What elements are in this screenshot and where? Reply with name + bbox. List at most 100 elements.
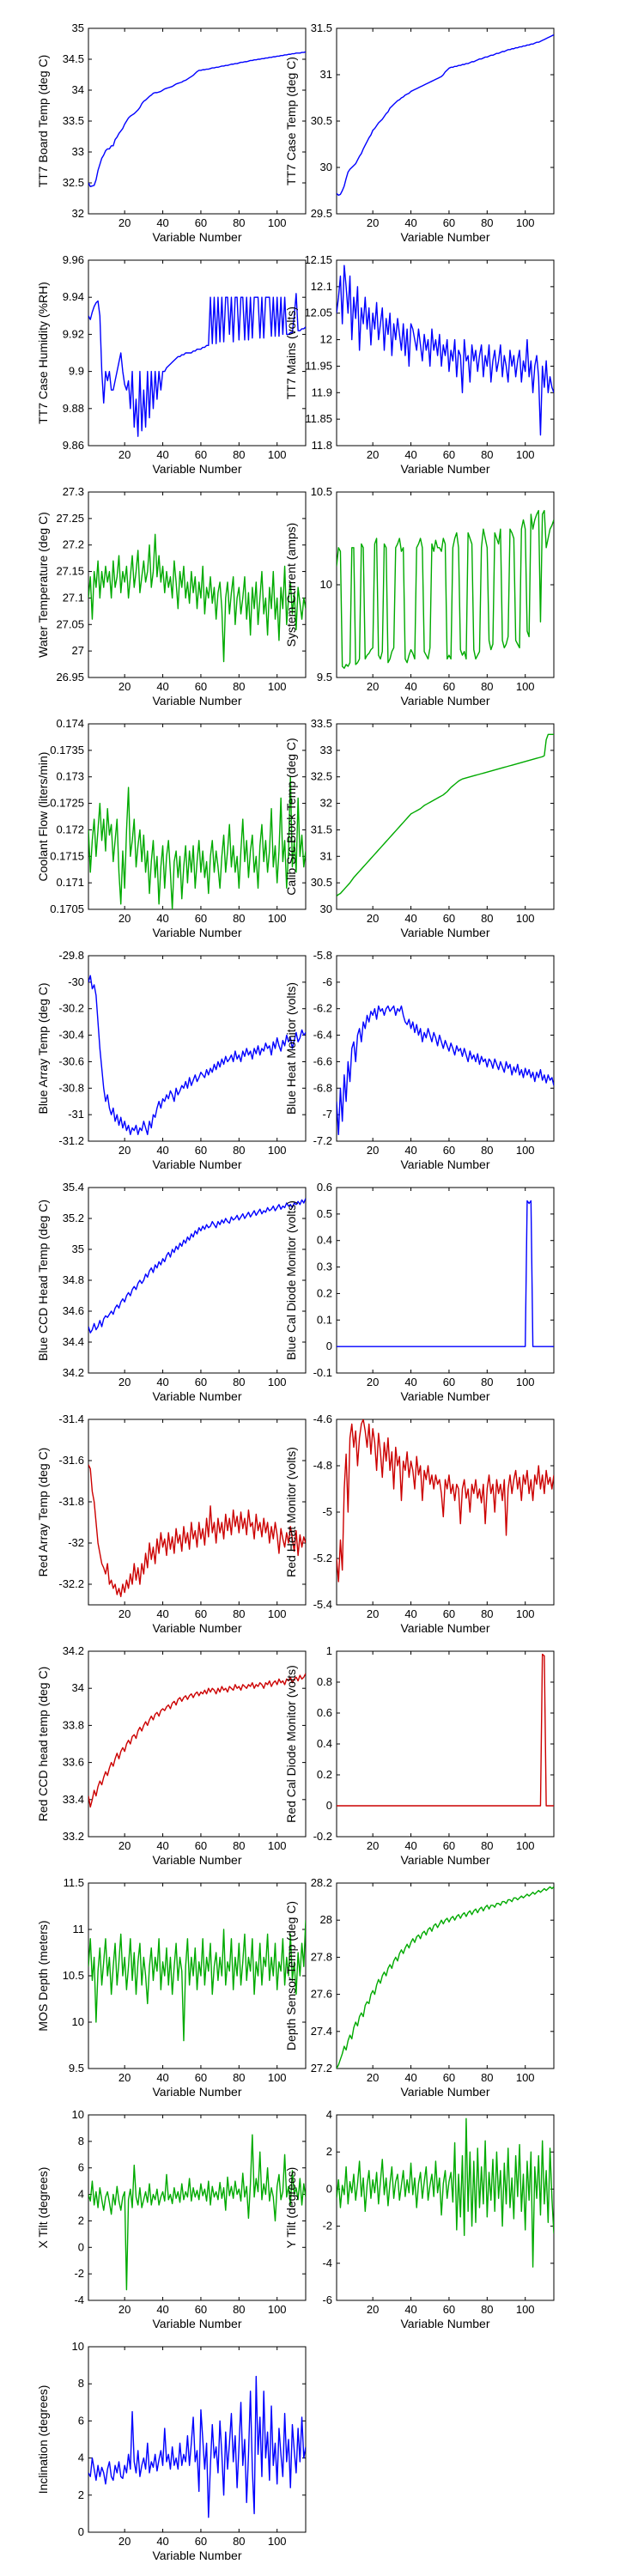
x-tick-label: 60 (443, 2303, 455, 2316)
y-tick-label: -30.4 (58, 1029, 84, 1042)
y-tick-label: 6 (78, 2161, 84, 2174)
x-tick-label: 20 (118, 448, 131, 461)
x-tick-label: 80 (233, 1607, 245, 1620)
x-axis-label: Variable Number (400, 2085, 489, 2099)
y-tick-label: 35 (72, 21, 84, 34)
y-axis-label: TT7 Case Temp (deg C) (284, 57, 298, 185)
plot-frame (88, 2346, 307, 2533)
y-tick-label: -7.2 (313, 1134, 332, 1147)
y-tick-label: 33 (72, 145, 84, 158)
x-tick-label: 60 (195, 1376, 207, 1388)
x-tick-label: 40 (404, 912, 416, 925)
plot-frame (336, 491, 555, 678)
x-tick-label: 80 (233, 448, 245, 461)
plot-frame (88, 955, 307, 1142)
y-tick-label: 27.3 (63, 485, 84, 498)
series-line-1 (88, 1673, 306, 1808)
x-axis-label: Variable Number (152, 694, 241, 708)
x-tick-label: 40 (404, 216, 416, 229)
plot-frame (88, 1650, 307, 1838)
x-axis-label: Variable Number (400, 1853, 489, 1867)
y-tick-label: 9.5 (69, 2062, 84, 2075)
y-tick-label: -32.2 (58, 1577, 84, 1590)
x-tick-label: 20 (367, 912, 379, 925)
series-line-1 (88, 533, 306, 663)
series-line-1 (88, 776, 306, 909)
series-line-1 (337, 1886, 554, 2069)
y-tick-label: 35.2 (63, 1212, 84, 1224)
x-axis-label: Variable Number (400, 694, 489, 708)
series-line-1 (337, 1200, 554, 1347)
series-line-1 (337, 33, 554, 197)
series-line-1 (88, 2375, 306, 2518)
chart-panel-20: 20 40 60 80 100 -6 -4 -2 0 2 4 Variable Number Y Til… (284, 2108, 555, 2330)
x-tick-label: 40 (404, 1839, 416, 1852)
y-tick-label: 0.174 (56, 717, 84, 730)
plot-frame (88, 259, 307, 447)
y-axis-label: Red Cal Diode Monitor (volts) (284, 1665, 298, 1823)
y-tick-label: -6.8 (313, 1081, 332, 1094)
y-tick-label: -30.2 (58, 1002, 84, 1015)
y-tick-label: 34.4 (63, 1335, 84, 1348)
y-tick-label: -31.2 (58, 1134, 84, 1147)
x-tick-label: 60 (443, 1144, 455, 1157)
x-tick-label: 40 (404, 1144, 416, 1157)
y-tick-label: 0.2 (317, 1286, 332, 1299)
y-tick-label: 4 (78, 2451, 84, 2464)
y-tick-label: -32 (68, 1536, 84, 1549)
x-tick-label: 20 (367, 1376, 379, 1388)
chart-panel-8: 20 40 60 80 100 30 30.5 31 31.5 32 32.5 33 33.5 Varia… (284, 717, 555, 939)
y-tick-label: 27.05 (56, 617, 84, 630)
chart-panel-14: 20 40 60 80 100 -5.4 -5.2 -5 -4.8 -4.6 Variable Nu… (284, 1413, 555, 1635)
series-line-1 (337, 1005, 554, 1135)
y-tick-label: 33.5 (63, 114, 84, 127)
y-tick-label: 9.9 (69, 365, 84, 378)
y-tick-label: 33.5 (311, 717, 332, 730)
y-axis-label: Blue Cal Diode Monitor (volts) (284, 1200, 298, 1360)
y-axis-label: Inclination (degrees) (36, 2385, 50, 2494)
y-tick-label: 35 (72, 1242, 84, 1255)
x-axis-label: Variable Number (400, 1621, 489, 1635)
x-tick-label: 100 (268, 2071, 287, 2084)
y-tick-label: 35.4 (63, 1181, 84, 1194)
y-tick-label: 6 (78, 2414, 84, 2427)
x-tick-label: 100 (268, 448, 287, 461)
chart-panel-11: 20 40 60 80 100 34.2 34.4 34.6 34.8 35 35.2 35.4 Var… (36, 1181, 307, 1403)
x-tick-label: 80 (481, 1607, 493, 1620)
y-tick-label: -4.6 (313, 1413, 332, 1425)
x-tick-label: 20 (118, 2535, 131, 2548)
x-axis-label: Variable Number (152, 926, 241, 939)
x-tick-label: 20 (367, 680, 379, 693)
plot-frame (336, 1882, 555, 2069)
y-tick-label: 27.15 (56, 565, 84, 578)
y-axis-label: X Tilt (degrees) (36, 2167, 50, 2249)
y-tick-label: 0 (326, 2182, 332, 2195)
x-tick-label: 60 (443, 1376, 455, 1388)
plot-frame (336, 1419, 555, 1606)
x-tick-label: 40 (404, 2303, 416, 2316)
y-tick-label: 32.5 (63, 176, 84, 189)
x-tick-label: 60 (443, 1839, 455, 1852)
y-tick-label: 0 (326, 1799, 332, 1812)
y-tick-label: 11.9 (312, 386, 332, 398)
y-axis-label: TT7 Mains (volts) (284, 307, 298, 399)
x-tick-label: 60 (195, 912, 207, 925)
x-tick-label: 40 (404, 1607, 416, 1620)
x-tick-label: 100 (516, 912, 535, 925)
x-tick-label: 20 (367, 2303, 379, 2316)
x-tick-label: 20 (118, 912, 131, 925)
y-tick-label: -30.6 (58, 1054, 84, 1067)
y-tick-label: 0.1705 (50, 902, 84, 915)
series-line-1 (337, 733, 554, 897)
y-tick-label: 28.2 (311, 1876, 332, 1889)
plot-frame (336, 27, 555, 215)
x-tick-label: 40 (404, 1376, 416, 1388)
x-tick-label: 60 (195, 216, 207, 229)
x-tick-label: 60 (443, 912, 455, 925)
x-axis-label: Variable Number (152, 1621, 241, 1635)
y-tick-label: -6.2 (313, 1002, 332, 1015)
chart-panel-18: 20 40 60 80 100 27.2 27.4 27.6 27.8 28 28.2 Variabl… (284, 1876, 555, 2099)
plot-frame (336, 723, 555, 910)
y-tick-label: -7 (322, 1108, 332, 1121)
x-tick-label: 60 (443, 1607, 455, 1620)
